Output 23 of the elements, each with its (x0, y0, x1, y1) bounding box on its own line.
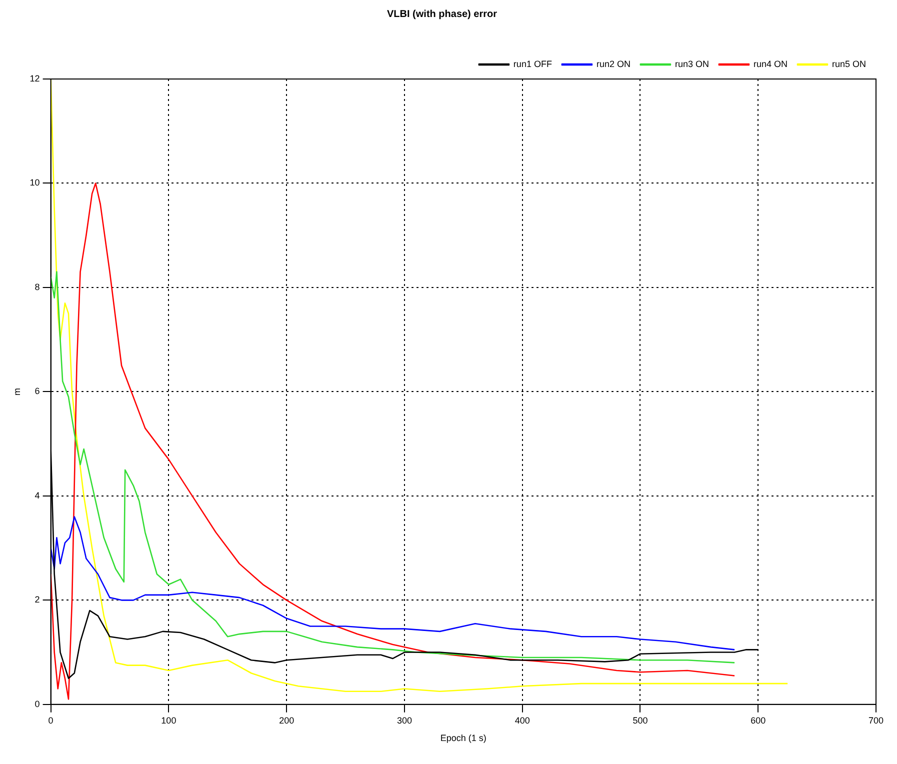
y-tick-label: 6 (34, 386, 40, 396)
x-tick-label: 200 (279, 715, 294, 726)
x-tick-label: 100 (161, 715, 176, 726)
y-tick-label: 4 (34, 490, 40, 500)
x-tick-label: 600 (750, 715, 766, 726)
y-tick-label: 0 (34, 698, 40, 709)
y-tick-label: 10 (30, 178, 40, 188)
x-tick-label: 300 (396, 715, 412, 726)
y-tick-label: 2 (34, 594, 40, 605)
legend-label: run2 ON (596, 58, 630, 69)
legend-label: run1 OFF (513, 58, 552, 69)
x-tick-label: 0 (48, 715, 54, 726)
y-tick-label: 8 (34, 282, 40, 292)
x-tick-label: 400 (514, 715, 530, 726)
legend-label: run4 ON (753, 58, 788, 69)
legend-label: run3 ON (674, 58, 709, 69)
x-tick-label: 500 (632, 715, 648, 726)
y-tick-label: 12 (30, 73, 40, 84)
chart-title: VLBI (with phase) error (386, 8, 498, 20)
x-axis-title: Epoch (1 s) (440, 733, 486, 744)
legend-label: run5 ON (832, 58, 866, 69)
y-axis-title: m (12, 388, 22, 396)
x-tick-label: 700 (868, 715, 884, 726)
